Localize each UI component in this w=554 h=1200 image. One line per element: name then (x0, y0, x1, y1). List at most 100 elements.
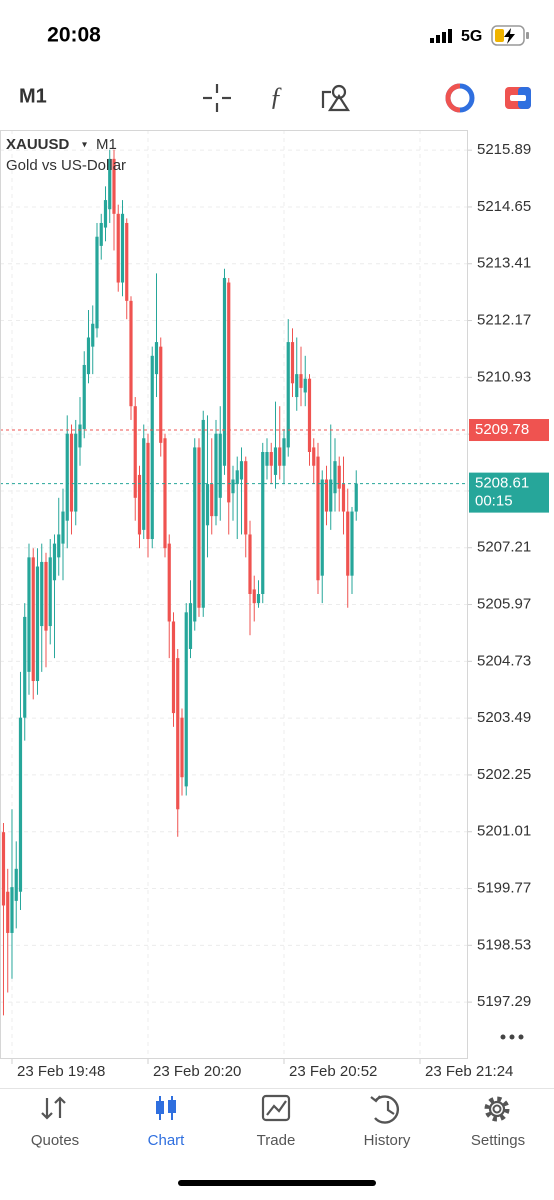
y-tick-label: 5213.41 (477, 255, 531, 272)
icon (266, 1100, 287, 1116)
tab-bar: Quotes Chart Trade History Settings (31, 1094, 525, 1149)
tab[interactable]: Chart (148, 1096, 186, 1149)
candle-body (210, 484, 214, 517)
candle-body (31, 557, 35, 682)
candle-body (150, 355, 154, 540)
candle-body (278, 447, 282, 466)
candle-body (307, 378, 312, 453)
candle-body (341, 484, 346, 512)
plot-border (0, 130, 468, 1059)
candle-body (116, 213, 120, 283)
network: 5G (461, 28, 482, 45)
y-tick-label: 5215.89 (477, 141, 531, 158)
objects-tool[interactable] (321, 84, 351, 112)
x-tick-label: 23 Feb 21:24 (425, 1063, 513, 1080)
candle-body (265, 452, 269, 466)
candle-body (108, 158, 112, 210)
candle-body (61, 511, 65, 544)
candle-body (312, 447, 316, 466)
tab-label: History (364, 1132, 411, 1149)
candle-body (86, 337, 91, 375)
countdown: 00:15 (475, 493, 513, 510)
icon (488, 1100, 506, 1118)
candle-body (337, 465, 341, 489)
tab[interactable]: Settings (471, 1096, 525, 1149)
candle-body (69, 433, 74, 512)
candle-body (252, 589, 256, 604)
more-button[interactable] (500, 1034, 524, 1040)
candle-body (197, 447, 201, 608)
candle-body (48, 557, 52, 627)
candle-body (295, 374, 299, 398)
y-tick-label: 5199.77 (477, 879, 531, 896)
candle-body (222, 277, 227, 466)
candle-body (65, 433, 69, 521)
symbol-description: Gold vs US-Dollar (6, 157, 126, 174)
y-tick-label: 5202.25 (477, 766, 531, 783)
candle-body (239, 461, 244, 480)
x-tick-label: 23 Feb 19:48 (17, 1063, 105, 1080)
tab-label: Settings (471, 1132, 525, 1149)
candle-body (286, 342, 290, 448)
candle-body (23, 616, 27, 718)
candle-body (184, 612, 188, 787)
candle-body (10, 887, 14, 933)
candle-body (82, 364, 86, 430)
one-click-trading[interactable] (445, 83, 475, 113)
price-label-box (469, 419, 549, 442)
x-tick-label: 23 Feb 20:52 (289, 1063, 377, 1080)
candle-body (146, 442, 150, 540)
candle-body (180, 717, 184, 778)
candle-body (346, 511, 350, 576)
crosshair-tool[interactable] (203, 84, 231, 112)
candle-body (231, 479, 235, 494)
price-label: 5209.78 (475, 421, 529, 438)
candle-body (333, 461, 337, 494)
candle-body (57, 534, 61, 558)
trade-button[interactable] (505, 87, 531, 109)
candle-body (273, 447, 278, 475)
y-tick-label: 5207.21 (477, 539, 531, 556)
candle-body (214, 433, 218, 517)
dropdown-arrow[interactable]: ▾ (82, 140, 87, 151)
candle-body (329, 479, 333, 512)
candle-body (52, 543, 57, 581)
signal (430, 29, 452, 43)
candle-body (91, 323, 95, 347)
tab[interactable]: Quotes (31, 1096, 79, 1149)
y-tick-label: 5198.53 (477, 936, 531, 953)
candle-body (1, 832, 6, 906)
candle-body (14, 868, 18, 901)
candle-body (299, 374, 303, 388)
candle-body (205, 484, 210, 526)
candle-body (244, 461, 248, 535)
candle-body (142, 438, 146, 530)
y-tick-label: 5210.93 (477, 368, 531, 385)
icon (156, 1101, 164, 1114)
tab[interactable]: Trade (257, 1094, 296, 1149)
candle-body (18, 717, 23, 892)
tab-label: Quotes (31, 1132, 79, 1149)
candle-body (137, 474, 142, 535)
icon (41, 1096, 66, 1120)
candle-body (227, 282, 231, 503)
candle-body (129, 300, 133, 407)
tab-label: Trade (257, 1132, 296, 1149)
candle-body (354, 483, 358, 512)
y-tick-label: 5214.65 (477, 198, 531, 215)
candle-body (201, 419, 205, 608)
candle-body (6, 891, 10, 933)
tab[interactable]: History (364, 1095, 411, 1149)
timeframe-button[interactable]: M1 (19, 85, 47, 107)
candle-body (303, 378, 307, 393)
candle-body (256, 594, 261, 604)
tab-label: Chart (148, 1132, 186, 1149)
icon (261, 1094, 291, 1122)
candle-body (163, 438, 167, 549)
symbol[interactable]: XAUUSD (6, 136, 70, 153)
candle-body (167, 543, 171, 622)
icon (168, 1100, 176, 1113)
indicators-tool[interactable]: ƒ (270, 82, 283, 111)
candle-body (350, 511, 354, 576)
